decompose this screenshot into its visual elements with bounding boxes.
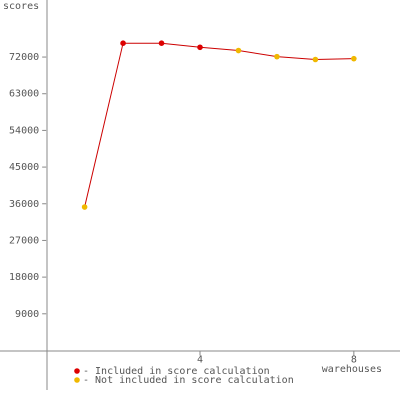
- legend-marker: [74, 377, 80, 383]
- data-point: [158, 40, 165, 46]
- legend-label: - Not included in score calculation: [83, 375, 294, 386]
- y-tick-label: 36000: [9, 199, 39, 210]
- y-tick-label: 27000: [9, 235, 39, 246]
- y-tick-label: 72000: [9, 52, 39, 63]
- y-tick-label: 63000: [9, 89, 39, 100]
- data-point: [351, 55, 357, 62]
- y-tick-label: 18000: [9, 272, 39, 283]
- data-point: [120, 40, 126, 46]
- x-tick-label: 8: [351, 354, 357, 365]
- y-tick-label: 45000: [9, 162, 39, 173]
- x-axis-label: warehouses: [322, 364, 382, 375]
- y-tick-label: 54000: [9, 125, 39, 136]
- y-tick-label: 9000: [15, 309, 39, 320]
- y-axis-label: scores: [3, 1, 39, 12]
- data-point: [81, 204, 88, 210]
- data-point: [197, 44, 203, 51]
- score-line: [84, 42, 354, 208]
- legend-marker: [74, 368, 80, 374]
- data-point: [235, 47, 242, 54]
- data-point: [312, 56, 319, 63]
- x-tick-label: 4: [197, 354, 203, 365]
- legend-label: - Included in score calculation: [83, 366, 270, 377]
- data-point: [274, 53, 280, 60]
